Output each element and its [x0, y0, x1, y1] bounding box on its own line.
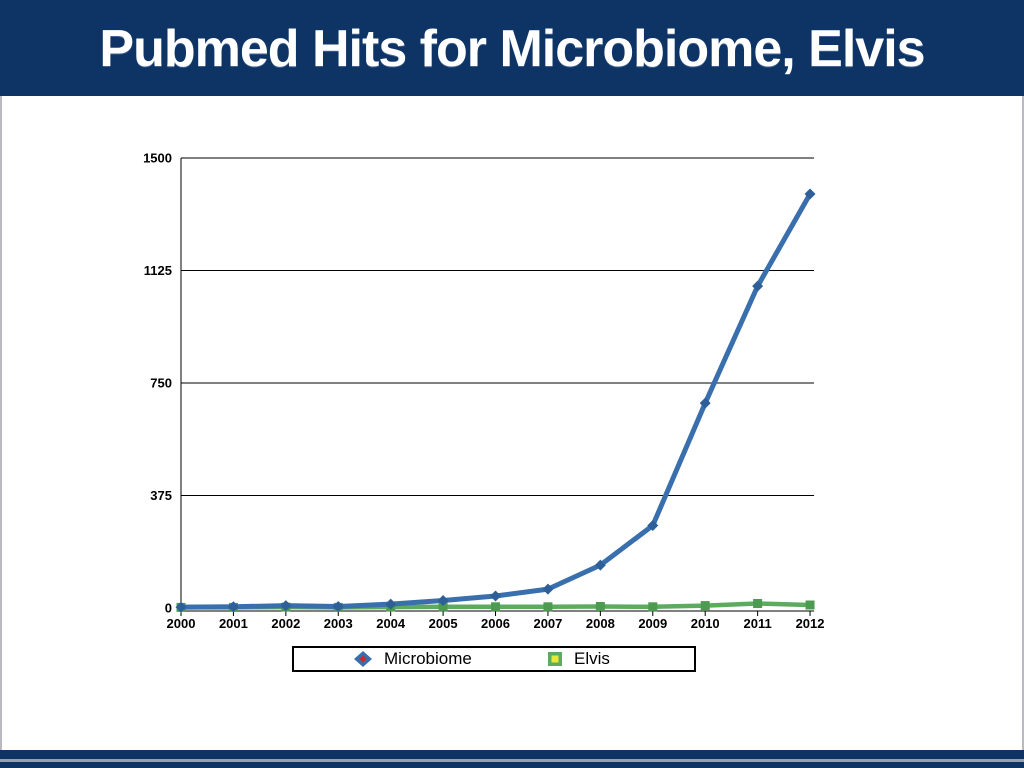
svg-text:2003: 2003 [324, 616, 353, 631]
svg-text:1500: 1500 [143, 151, 172, 166]
svg-text:2009: 2009 [638, 616, 667, 631]
legend-label-microbiome: Microbiome [384, 649, 472, 668]
chart-svg: 0 375 750 1125 1500 2000 2001 2002 2003 2004 2005 2… [143, 151, 825, 632]
svg-text:1125: 1125 [144, 263, 172, 278]
svg-text:2011: 2011 [744, 616, 772, 631]
legend-label-elvis: Elvis [574, 649, 610, 668]
footer-bar-top [0, 750, 1024, 759]
svg-text:2006: 2006 [481, 616, 510, 631]
svg-text:2000: 2000 [167, 616, 196, 631]
svg-text:2004: 2004 [376, 616, 406, 631]
chart-legend: Microbiome Elvis [292, 646, 696, 672]
svg-text:2012: 2012 [796, 616, 825, 631]
elvis-square-icon [548, 652, 562, 666]
svg-text:2008: 2008 [586, 616, 615, 631]
page-title: Pubmed Hits for Microbiome, Elvis [99, 20, 925, 78]
microbiome-diamond-icon [354, 651, 372, 667]
svg-text:2005: 2005 [429, 616, 458, 631]
content-area: 0 375 750 1125 1500 2000 2001 2002 2003 2004 2005 2… [0, 96, 1024, 750]
svg-text:375: 375 [150, 488, 172, 503]
footer-divider [0, 759, 1024, 762]
svg-text:2001: 2001 [219, 616, 248, 631]
svg-text:2010: 2010 [691, 616, 720, 631]
svg-text:2007: 2007 [533, 616, 562, 631]
left-edge-line [0, 96, 2, 750]
legend-item-microbiome: Microbiome [352, 648, 472, 670]
legend-item-elvis: Elvis [546, 648, 610, 670]
svg-text:750: 750 [150, 376, 172, 391]
svg-text:2002: 2002 [271, 616, 300, 631]
svg-text:0: 0 [165, 601, 172, 616]
right-edge-line [1022, 96, 1024, 750]
footer-bar-bottom [0, 762, 1024, 768]
title-bar: Pubmed Hits for Microbiome, Elvis [0, 0, 1024, 96]
